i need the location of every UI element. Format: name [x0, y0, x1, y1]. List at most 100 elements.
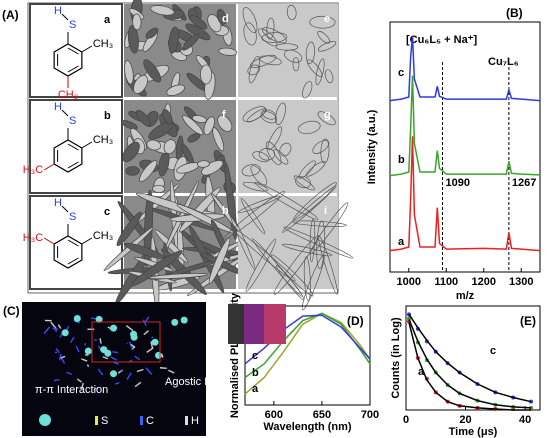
reference-label: 1267: [512, 177, 536, 189]
particle: [301, 254, 325, 311]
particle: [246, 108, 267, 123]
methyl: CH₃: [93, 134, 113, 146]
x-tick-label: 1200: [472, 276, 496, 288]
molecule-stick: [60, 357, 66, 364]
particle: [310, 202, 349, 254]
particle: [317, 30, 331, 44]
bond: [61, 109, 69, 117]
particle: [187, 132, 201, 143]
molecule-label: a: [104, 14, 111, 26]
molecule-box: [29, 195, 123, 290]
particle: [152, 184, 166, 193]
molecule-stick: [86, 364, 90, 368]
series-line: [389, 136, 541, 252]
atom: S: [69, 115, 76, 127]
particle: [292, 220, 347, 227]
bond: [43, 163, 55, 171]
particle: [248, 55, 260, 84]
particle: [133, 74, 148, 94]
tem-image: [238, 100, 338, 193]
series-label: c: [398, 67, 404, 79]
molecule-stick: [97, 368, 104, 376]
atom-sphere: [95, 315, 103, 323]
series-label: c: [490, 345, 496, 357]
particle: [309, 218, 316, 263]
particle: [249, 54, 277, 68]
methyl: H₃C: [23, 164, 43, 176]
series-label: a: [398, 236, 405, 248]
particle: [162, 108, 173, 125]
molecule-stick: [114, 381, 120, 385]
particle: [123, 242, 165, 259]
double-bond: [67, 239, 79, 247]
methyl: CH₃: [93, 230, 113, 242]
inset-image: [264, 304, 286, 344]
particle: [275, 43, 299, 51]
particle: [315, 58, 325, 86]
particle: [166, 84, 185, 96]
particle: [312, 139, 330, 154]
image-label: e: [324, 13, 330, 25]
double-bond: [67, 143, 79, 151]
particle: [318, 235, 338, 295]
particle: [148, 273, 208, 280]
sem-image: [120, 100, 236, 194]
molecule-stick: [93, 386, 99, 391]
molecule-stick: [143, 330, 149, 336]
molecule-label: b: [104, 110, 111, 122]
molecule-box: [29, 3, 123, 98]
particle: [245, 238, 277, 292]
molecule-stick: [50, 321, 57, 330]
molecule-stick: [130, 343, 135, 348]
series-line: [408, 322, 532, 411]
panel-label: (A): [2, 8, 19, 22]
legend-label: S: [101, 415, 108, 427]
highlight: [91, 321, 161, 363]
series-line: [408, 313, 532, 403]
x-tick-label: 650: [313, 409, 331, 421]
molecule-stick: [150, 341, 154, 349]
molecule-stick: [84, 342, 87, 346]
particle: [270, 254, 314, 297]
molecule-stick: [131, 346, 136, 350]
molecule-stick: [125, 325, 134, 332]
bond: [81, 45, 93, 53]
x-tick-label: 1300: [509, 276, 533, 288]
inset-image: [244, 304, 264, 344]
atom: H: [54, 101, 62, 113]
particle: [324, 69, 334, 84]
particle: [234, 229, 296, 282]
particle: [148, 121, 174, 140]
molecule-stick: [76, 378, 82, 383]
legend-swatch: [140, 416, 143, 425]
x-tick-label: 20: [459, 414, 471, 426]
methyl: CH₃: [93, 38, 113, 50]
panel-label: (E): [520, 314, 536, 328]
particle: [122, 141, 140, 163]
annotation: [Cu₆L₅ + Na⁺]: [406, 34, 477, 46]
atom-sphere: [151, 338, 159, 346]
sem-image: [124, 0, 238, 100]
legend-swatch: [95, 416, 98, 425]
particle: [275, 102, 286, 125]
molecule-stick: [57, 324, 62, 329]
molecule-stick: [53, 378, 60, 382]
image-label: i: [324, 205, 327, 217]
molecule-stick: [66, 371, 72, 376]
particle: [240, 198, 266, 235]
molecule-box: [29, 99, 123, 194]
double-bond: [67, 257, 79, 265]
particle: [257, 28, 278, 47]
inset-image: [228, 304, 244, 344]
series-line: [389, 75, 541, 177]
molecule-stick: [126, 372, 132, 380]
molecule-stick: [134, 381, 142, 388]
molecule-stick: [134, 355, 141, 361]
bond: [43, 237, 55, 245]
particle: [120, 120, 138, 130]
series-line: [244, 312, 371, 395]
particle: [163, 139, 177, 154]
molecule-stick: [159, 367, 167, 370]
annotation: π-π Interaction: [35, 384, 108, 396]
particle: [286, 4, 297, 21]
